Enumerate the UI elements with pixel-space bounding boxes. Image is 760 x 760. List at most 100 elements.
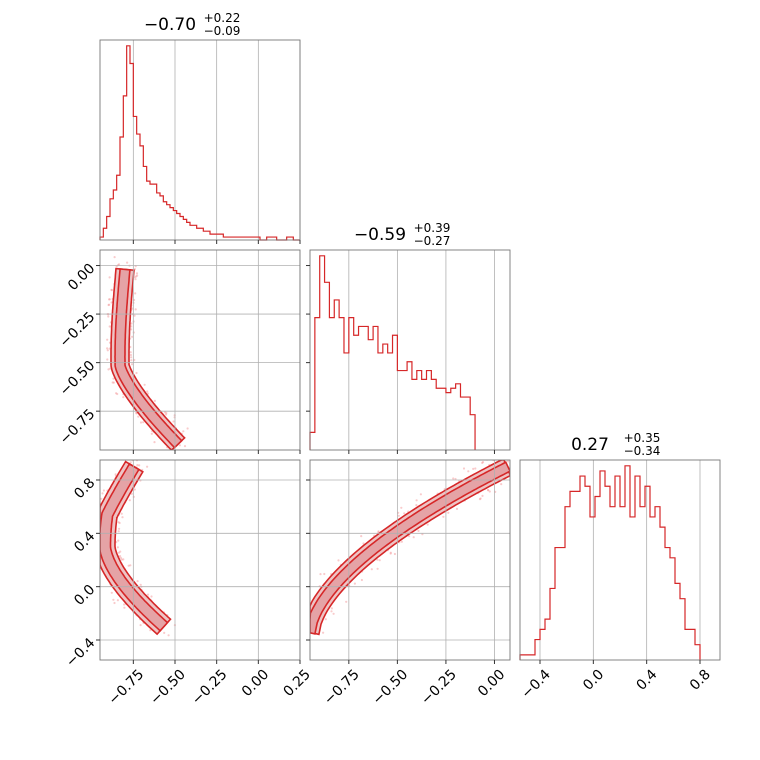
sample-point [419, 493, 422, 496]
sample-point [145, 453, 147, 455]
sample-point [97, 518, 99, 520]
sample-point [100, 497, 103, 500]
sample-point [117, 539, 120, 542]
x-tick-label: 0.8 [687, 667, 714, 694]
sample-point [94, 527, 96, 529]
sample-point [123, 606, 126, 609]
sample-point [95, 546, 97, 548]
scatter-panel-r2-c0 [93, 453, 300, 660]
sample-point [345, 600, 348, 603]
sample-point [134, 278, 137, 281]
scatter-frame [99, 459, 301, 661]
histogram-step [309, 255, 476, 450]
sample-point [172, 420, 175, 423]
sample-point [130, 359, 133, 362]
sample-point [362, 542, 365, 545]
sample-point [115, 392, 118, 395]
sample-point [415, 504, 418, 507]
sample-point [179, 452, 181, 454]
y-tick-label: 0.4 [71, 528, 98, 555]
sample-point [108, 325, 111, 328]
sample-point [442, 515, 445, 518]
sample-point [139, 421, 143, 424]
x-tick-label: −0.25 [418, 667, 460, 709]
histogram-frame [309, 249, 511, 451]
sample-point [94, 514, 96, 516]
sample-point [408, 535, 411, 538]
sample-point [119, 555, 122, 558]
sample-point [106, 358, 109, 361]
sample-point [150, 432, 153, 435]
sample-point [115, 265, 118, 268]
title-upper-error: +0.39 [414, 221, 451, 235]
sample-point [122, 558, 125, 561]
sample-point [131, 335, 134, 338]
sample-point [397, 514, 400, 517]
sample-point [101, 492, 104, 495]
sample-point [118, 527, 121, 530]
sample-point [108, 276, 111, 279]
sample-point [500, 483, 503, 486]
x-tick-label: 0.00 [239, 667, 272, 700]
histogram-step [99, 45, 300, 241]
x-tick-label: 0.4 [634, 667, 661, 694]
sample-point [135, 371, 138, 375]
sample-point [337, 559, 340, 562]
sample-point [97, 536, 99, 538]
sample-point [129, 461, 132, 464]
sample-point [415, 499, 418, 502]
sample-point [110, 289, 113, 292]
sample-point [447, 511, 450, 514]
y-tick-label: −0.25 [57, 309, 99, 351]
sample-point [146, 465, 149, 468]
sample-point [426, 523, 429, 526]
sample-point [106, 349, 109, 352]
sample-point [133, 314, 136, 317]
histogram-frame [519, 459, 721, 661]
histogram-panel-1: −0.70 +0.22−0.09 [99, 11, 301, 244]
sample-point [111, 381, 114, 384]
y-tick-label: 0.0 [71, 582, 98, 609]
sample-point [93, 501, 95, 503]
sample-point [102, 489, 105, 492]
sample-point [150, 595, 153, 598]
sample-point [474, 467, 477, 470]
sample-point [186, 427, 189, 430]
scatter-frame [309, 459, 511, 661]
x-tick-label: −0.50 [370, 667, 412, 709]
sample-point [126, 261, 129, 264]
sample-point [136, 464, 139, 467]
y-tick-label: 0.00 [65, 261, 98, 294]
sample-point [116, 546, 119, 549]
sample-point [167, 634, 170, 637]
sample-point [97, 528, 99, 530]
sample-point [322, 631, 325, 634]
sample-point [96, 520, 98, 522]
sample-point [135, 412, 138, 415]
sample-point [133, 358, 136, 362]
histogram-title: 0.27 [571, 435, 609, 455]
sample-point [488, 490, 491, 493]
sample-point [455, 507, 459, 510]
sample-point [129, 564, 132, 567]
sample-point [112, 377, 115, 380]
sample-point [116, 599, 119, 602]
sample-point [130, 492, 133, 495]
y-tick-label: 0.8 [71, 475, 98, 502]
sample-point [454, 477, 457, 481]
title-upper-error: +0.22 [204, 11, 241, 25]
sample-point [182, 430, 185, 433]
contour-inner [310, 461, 510, 635]
sample-point [113, 256, 116, 259]
sample-point [130, 363, 134, 366]
sample-point [106, 338, 109, 341]
sample-point [507, 460, 510, 463]
sample-point [487, 488, 490, 492]
sample-point [472, 467, 475, 470]
sample-point [138, 464, 141, 467]
histogram-title: −0.59 [354, 225, 406, 245]
sample-point [134, 308, 137, 311]
y-tick-label: −0.75 [57, 406, 99, 448]
sample-point [142, 421, 145, 424]
sample-point [153, 399, 156, 402]
